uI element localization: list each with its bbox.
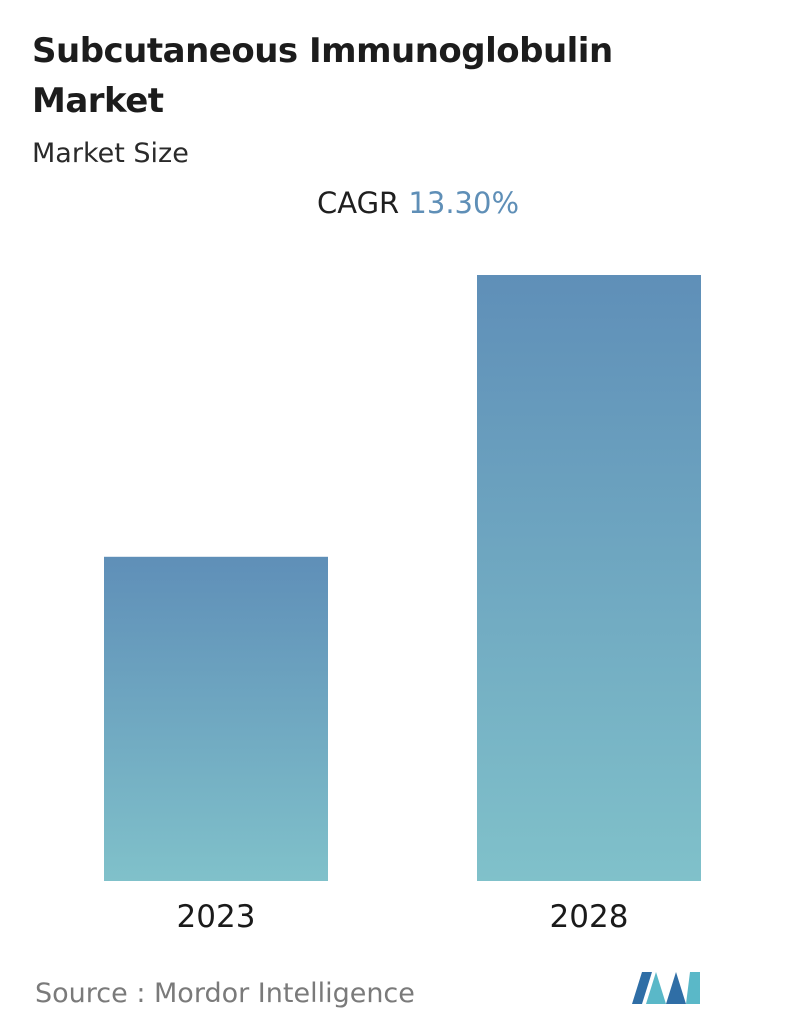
bar-2023 [104,556,328,881]
chart-title: Subcutaneous Immunoglobulin Market [32,31,613,121]
bar-2028 [477,275,701,881]
source-attribution: Source : Mordor Intelligence [35,978,415,1009]
cagr-value: 13.30% [408,186,519,220]
cagr-indicator: CAGR 13.30% [0,186,796,220]
mordor-intelligence-logo-icon [632,972,700,1004]
source-name: Mordor Intelligence [154,978,415,1009]
x-tick-label-2023: 2023 [177,899,256,935]
source-label: Source : [35,978,146,1009]
cagr-label: CAGR [317,186,400,220]
chart-subtitle: Market Size [32,138,189,169]
x-tick-label-2028: 2028 [550,899,629,935]
